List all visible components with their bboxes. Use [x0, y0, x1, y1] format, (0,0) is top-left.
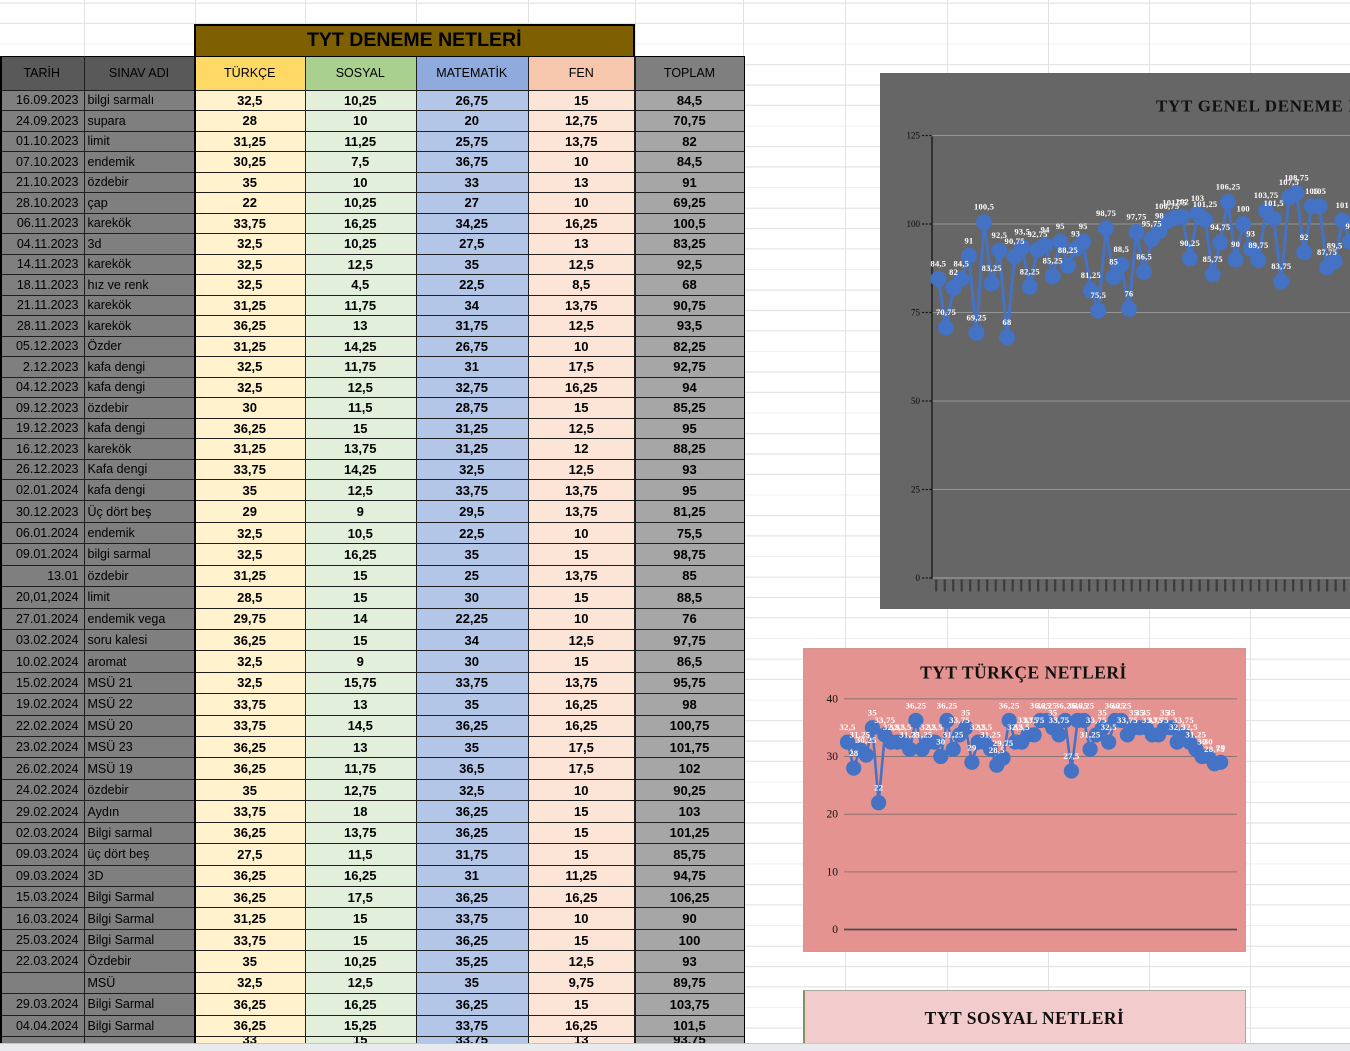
svg-text:90,75: 90,75: [1005, 236, 1025, 246]
svg-text:75: 75: [911, 307, 921, 317]
svg-text:89,5: 89,5: [1327, 240, 1343, 250]
svg-text:33,75: 33,75: [1023, 714, 1044, 724]
svg-text:22: 22: [873, 782, 883, 792]
svg-text:106,25: 106,25: [1216, 181, 1241, 191]
svg-text:102: 102: [1176, 196, 1189, 206]
svg-text:29: 29: [1216, 742, 1226, 752]
svg-text:10: 10: [826, 866, 838, 878]
svg-text:83,75: 83,75: [1271, 261, 1291, 271]
svg-text:36,25: 36,25: [998, 700, 1019, 710]
svg-text:82,25: 82,25: [1020, 266, 1040, 276]
svg-text:125: 125: [907, 130, 921, 140]
svg-text:90: 90: [1231, 238, 1240, 248]
svg-text:36,25: 36,25: [1073, 700, 1094, 710]
svg-text:101,25: 101,25: [1193, 199, 1218, 209]
svg-text:68: 68: [1003, 316, 1012, 326]
svg-text:81,25: 81,25: [1081, 269, 1101, 279]
svg-text:27,5: 27,5: [1063, 751, 1080, 761]
svg-text:98: 98: [1155, 210, 1164, 220]
svg-text:75,5: 75,5: [1091, 290, 1107, 300]
svg-text:36,25: 36,25: [905, 700, 926, 710]
svg-text:85,25: 85,25: [1043, 255, 1063, 265]
svg-text:95: 95: [1079, 221, 1088, 231]
svg-text:70,75: 70,75: [936, 307, 956, 317]
svg-text:88,5: 88,5: [1113, 244, 1129, 254]
svg-text:85,75: 85,75: [1203, 253, 1223, 263]
svg-text:31,25: 31,25: [1079, 729, 1100, 739]
svg-text:88,25: 88,25: [1058, 245, 1078, 255]
svg-text:100: 100: [907, 218, 921, 228]
svg-text:98,75: 98,75: [1096, 207, 1116, 217]
svg-text:TYT TÜRKÇE NETLERİ: TYT TÜRKÇE NETLERİ: [920, 662, 1127, 682]
svg-text:94,75: 94,75: [1210, 222, 1230, 232]
svg-text:86,5: 86,5: [1136, 251, 1152, 261]
svg-text:94: 94: [1041, 224, 1050, 234]
svg-text:101,5: 101,5: [1264, 198, 1284, 208]
svg-text:105: 105: [1313, 185, 1326, 195]
svg-text:100,5: 100,5: [974, 201, 994, 211]
svg-text:40: 40: [826, 693, 838, 705]
svg-text:36,25: 36,25: [936, 700, 957, 710]
svg-text:108,75: 108,75: [1284, 172, 1309, 182]
svg-text:84,5: 84,5: [953, 258, 969, 268]
svg-text:84,5: 84,5: [931, 258, 947, 268]
svg-text:33,75: 33,75: [1048, 714, 1069, 724]
svg-text:31,25: 31,25: [942, 729, 963, 739]
svg-text:89,75: 89,75: [1248, 239, 1268, 249]
svg-text:TYT GENEL DENEME NETLERİ: TYT GENEL DENEME NETLERİ: [1156, 96, 1350, 115]
svg-text:30: 30: [826, 751, 838, 763]
svg-text:82: 82: [949, 267, 958, 277]
svg-text:28: 28: [849, 748, 859, 758]
svg-text:92: 92: [1300, 231, 1309, 241]
svg-text:85: 85: [1109, 256, 1118, 266]
svg-text:0: 0: [916, 572, 921, 582]
svg-text:29,75: 29,75: [992, 738, 1013, 748]
svg-text:25: 25: [911, 484, 921, 494]
svg-text:100: 100: [1237, 203, 1250, 213]
svg-text:32,5: 32,5: [926, 722, 943, 732]
svg-text:0: 0: [832, 924, 838, 936]
svg-text:76: 76: [1124, 288, 1133, 298]
svg-text:32,5: 32,5: [1100, 722, 1117, 732]
svg-text:95: 95: [1345, 221, 1350, 231]
svg-text:50: 50: [911, 395, 921, 405]
svg-text:95: 95: [1056, 221, 1065, 231]
svg-text:69,25: 69,25: [966, 312, 986, 322]
svg-text:93: 93: [1246, 228, 1255, 238]
svg-text:101: 101: [1336, 200, 1349, 210]
svg-text:91: 91: [964, 235, 973, 245]
svg-text:29: 29: [967, 742, 977, 752]
svg-text:30,25: 30,25: [855, 735, 876, 745]
svg-text:20: 20: [826, 808, 838, 820]
svg-text:90,25: 90,25: [1180, 238, 1200, 248]
svg-text:83,25: 83,25: [982, 262, 1002, 272]
svg-text:35: 35: [961, 707, 971, 717]
